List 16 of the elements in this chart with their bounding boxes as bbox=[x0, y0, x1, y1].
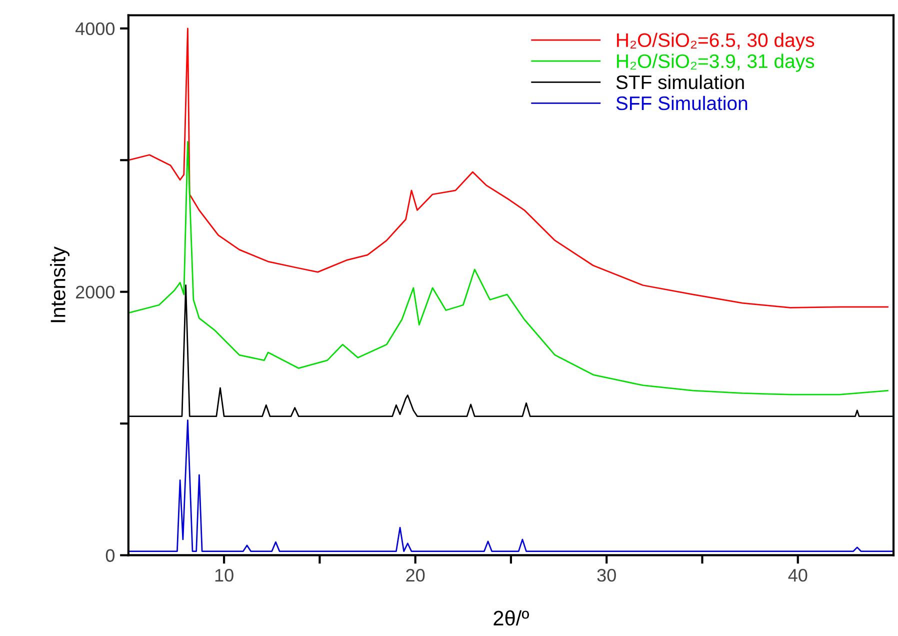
legend-label: H₂O/SiO₂=3.9, 31 days bbox=[617, 54, 814, 72]
x-tick-label: 40 bbox=[788, 568, 808, 582]
x-tick-label: 20 bbox=[406, 568, 425, 582]
line-series bbox=[128, 28, 888, 308]
y-tick-label: 2000 bbox=[76, 286, 115, 299]
x-tick-label: 10 bbox=[215, 568, 234, 582]
y-axis-title: Intensity bbox=[50, 246, 70, 322]
legend-label: H₂O/SiO₂=6.5, 30 days bbox=[617, 32, 814, 51]
y-tick-label: 4000 bbox=[75, 22, 115, 36]
x-tick-label: 30 bbox=[597, 568, 616, 582]
legend-label: STF simulation bbox=[616, 74, 744, 90]
line-series bbox=[128, 141, 888, 396]
x-axis-title: 2θ/º bbox=[494, 610, 529, 626]
line-series bbox=[128, 420, 894, 552]
legend-label: SFF Simulation bbox=[616, 96, 748, 110]
y-tick-label: 0 bbox=[106, 549, 115, 562]
